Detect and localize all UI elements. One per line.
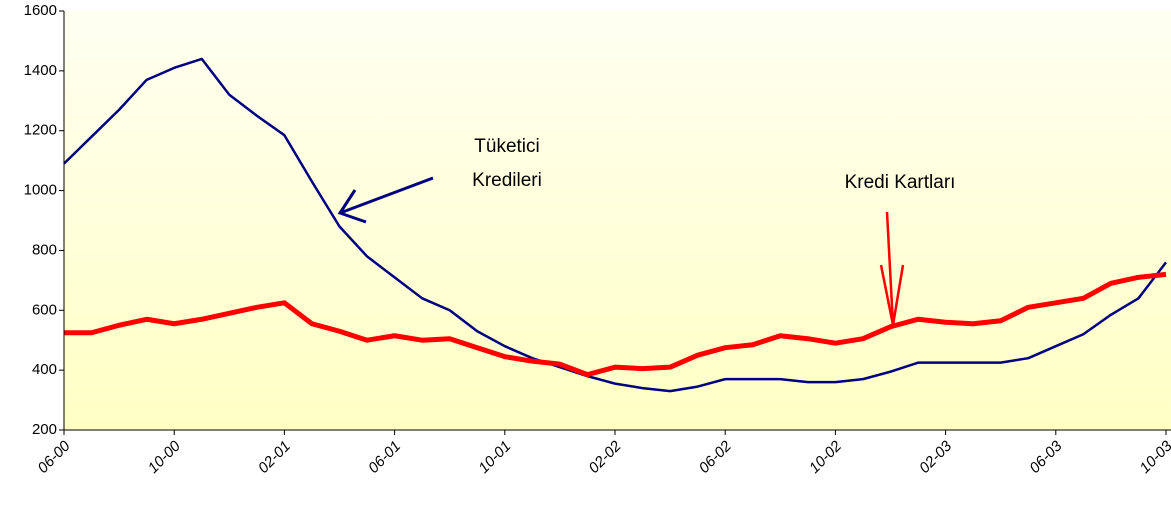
- x-tick-label: 06-02: [696, 437, 736, 477]
- x-tick-label: 02-03: [916, 437, 956, 477]
- x-tick-label: 02-02: [585, 437, 625, 477]
- y-tick-label: 1400: [24, 62, 57, 79]
- x-tick-label: 10-00: [145, 437, 185, 477]
- annotation: Kredileri: [472, 170, 542, 191]
- series-line: [63, 57, 1167, 393]
- x-tick-label: 06-03: [1026, 437, 1066, 477]
- arrow: [337, 176, 434, 224]
- marks: [63, 57, 1167, 393]
- series-line: [64, 271, 1167, 378]
- y-tick-label: 400: [32, 361, 57, 378]
- y-tick-label: 1600: [24, 2, 57, 19]
- x-tick-label: 10-03: [1136, 437, 1171, 477]
- y-tick-label: 1200: [24, 122, 57, 139]
- y-tick-label: 1000: [24, 182, 57, 199]
- y-tick-label: 200: [32, 421, 57, 438]
- y-tick-label: 600: [32, 301, 57, 318]
- annotation: Tüketici: [474, 136, 539, 157]
- arrow: [879, 211, 905, 326]
- x-tick-label: 06-01: [365, 438, 404, 477]
- x-tick-label: 02-01: [255, 438, 294, 477]
- x-tick-label: 06-00: [34, 437, 74, 477]
- y-tick-label: 800: [32, 241, 57, 258]
- annotation: Kredi Kartları: [845, 172, 956, 193]
- x-tick-label: 10-02: [806, 437, 846, 477]
- plot-area: [64, 11, 1171, 430]
- x-tick-label: 10-01: [475, 438, 514, 477]
